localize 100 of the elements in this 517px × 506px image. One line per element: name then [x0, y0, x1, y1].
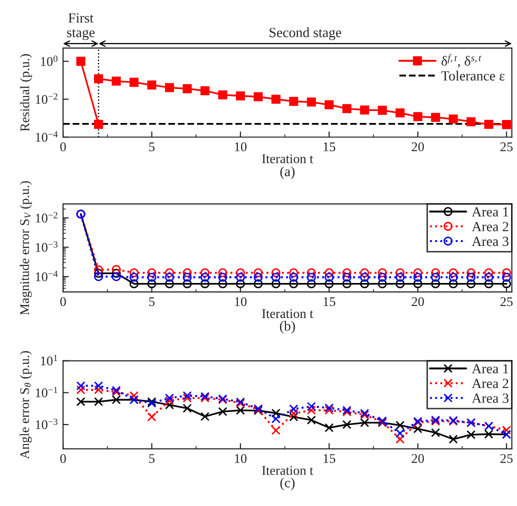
text: Second stage — [270, 27, 342, 40]
point — [342, 104, 352, 114]
point — [306, 406, 316, 415]
point — [182, 268, 192, 278]
x-tick-label: 0 — [60, 142, 66, 152]
y-tick-label: 10$^{−3}$ — [36, 241, 58, 252]
point — [378, 272, 387, 282]
point — [94, 268, 104, 278]
x-tick-label: 15 — [324, 142, 336, 152]
point — [76, 56, 86, 66]
y-tick-label: 10$^{−3}$ — [36, 418, 58, 430]
x-tick-label: 20 — [412, 297, 424, 306]
point — [271, 279, 280, 288]
point — [94, 385, 104, 394]
legend-label: Area 2 — [472, 222, 508, 232]
point — [413, 424, 422, 434]
point — [200, 86, 210, 96]
point — [271, 414, 280, 424]
point — [236, 91, 245, 100]
point — [306, 98, 316, 107]
point — [431, 112, 440, 122]
point — [342, 279, 352, 288]
point — [484, 120, 494, 129]
point — [306, 402, 316, 411]
point — [218, 90, 228, 100]
point — [306, 416, 316, 425]
point — [236, 279, 245, 288]
x-tick-label: 10 — [235, 454, 247, 463]
point — [360, 268, 370, 278]
point — [254, 92, 263, 102]
point — [94, 74, 104, 84]
point — [289, 404, 298, 414]
point — [378, 279, 387, 288]
point — [182, 404, 192, 413]
point — [130, 272, 139, 282]
x-tick-label: 10 — [235, 297, 247, 306]
point — [112, 76, 121, 86]
point — [360, 279, 370, 288]
x-tick-label: 15 — [324, 297, 336, 306]
point — [94, 265, 104, 274]
point — [306, 268, 316, 278]
point — [413, 268, 422, 278]
y-axis-title: Angle error S$_{θ}$ (p.u.) — [20, 351, 32, 460]
legend-label: Area 1 — [472, 364, 508, 374]
point — [306, 272, 316, 282]
point — [182, 394, 192, 403]
point — [76, 385, 86, 394]
point — [324, 272, 334, 282]
x-axis-title: Iteration t — [262, 309, 314, 318]
point — [94, 397, 104, 406]
x-tick-label: 5 — [149, 297, 155, 306]
point — [112, 268, 121, 278]
point — [431, 272, 440, 282]
point — [448, 272, 458, 282]
y-tick-label: 10$^{−4}$ — [36, 131, 58, 142]
point — [164, 272, 174, 282]
point — [130, 279, 139, 288]
point — [502, 426, 512, 435]
point — [466, 272, 476, 282]
y-tick-label: 10$^{−4}$ — [36, 270, 58, 282]
text: (c) — [280, 478, 295, 490]
point — [164, 268, 174, 278]
legend-label: Area 3 — [472, 236, 509, 246]
x-tick-label: 0 — [60, 297, 66, 306]
point — [396, 108, 405, 118]
point — [466, 430, 476, 440]
point — [324, 423, 334, 432]
point — [502, 268, 512, 278]
legend-label: δ$^{f,t}$, δ$^{s,t}$ — [442, 54, 482, 68]
point — [254, 279, 263, 288]
point — [448, 279, 458, 288]
point — [324, 268, 334, 278]
point — [94, 120, 104, 129]
legend-label: Area 3 — [472, 394, 509, 403]
y-tick-label: 10$^{−2}$ — [36, 93, 58, 104]
point — [236, 406, 245, 415]
point — [271, 94, 280, 104]
point — [289, 409, 298, 418]
point — [413, 112, 422, 122]
point — [130, 268, 139, 278]
point — [147, 412, 156, 422]
point — [448, 434, 458, 444]
point — [76, 381, 86, 390]
point — [147, 80, 156, 90]
y-tick-label: 10$^{−1}$ — [36, 386, 58, 398]
y-tick-label: 10$^{0}$ — [41, 55, 58, 66]
legend-label: Area 2 — [472, 378, 508, 388]
point — [342, 268, 352, 278]
point — [324, 406, 334, 415]
x-tick-label: 15 — [324, 454, 336, 463]
point — [112, 395, 121, 404]
point — [164, 83, 174, 92]
point — [466, 117, 476, 126]
point — [448, 268, 458, 278]
text: (b) — [280, 320, 295, 334]
point — [396, 268, 405, 278]
point — [271, 408, 280, 418]
point — [218, 407, 228, 416]
point — [289, 279, 298, 288]
point — [236, 268, 245, 278]
